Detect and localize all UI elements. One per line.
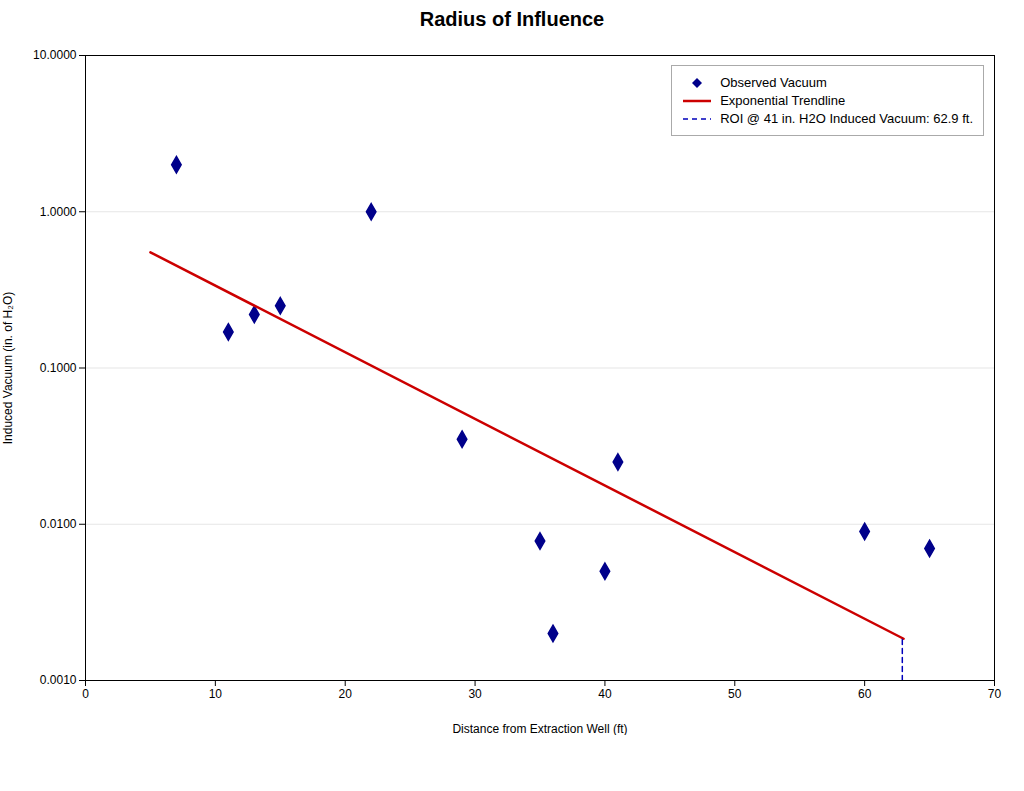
svg-text:40: 40 bbox=[598, 687, 612, 701]
svg-text:Distance from Extraction Well: Distance from Extraction Well (ft) bbox=[452, 722, 627, 736]
html-text:Radius of Influence: Radius of Influence bbox=[419, 8, 605, 30]
svg-text:1.0000: 1.0000 bbox=[40, 205, 77, 219]
svg-text:20: 20 bbox=[339, 687, 353, 701]
html-text:Exponential Trendline: Exponential Trendline bbox=[720, 93, 846, 108]
svg-text:0.1000: 0.1000 bbox=[40, 361, 77, 375]
html-text:Observed Vacuum: Observed Vacuum bbox=[720, 75, 827, 90]
svg-text:10.0000: 10.0000 bbox=[33, 48, 77, 62]
svg-text:Induced Vacuum (in. of H₂O): Induced Vacuum (in. of H₂O) bbox=[1, 292, 15, 445]
svg-text:30: 30 bbox=[468, 687, 482, 701]
svg-text:0: 0 bbox=[82, 687, 89, 701]
html-text:ROI @ 41 in. H2O Induced Vacuu: ROI @ 41 in. H2O Induced Vacuum: 62.9 ft… bbox=[720, 111, 973, 126]
svg-text:10: 10 bbox=[209, 687, 223, 701]
svg-text:50: 50 bbox=[728, 687, 742, 701]
svg-text:0.0100: 0.0100 bbox=[40, 517, 77, 531]
svg-text:70: 70 bbox=[988, 687, 1002, 701]
svg-text:0.0010: 0.0010 bbox=[40, 673, 77, 687]
svg-text:60: 60 bbox=[858, 687, 872, 701]
